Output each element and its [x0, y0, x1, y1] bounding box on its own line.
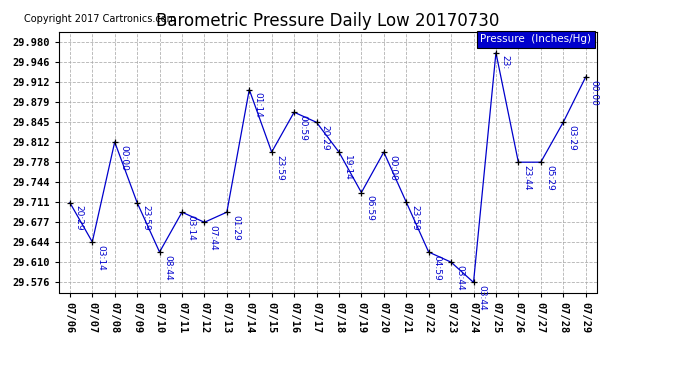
Text: 20:29: 20:29: [74, 206, 83, 231]
Text: Pressure  (Inches/Hg): Pressure (Inches/Hg): [480, 34, 591, 45]
Text: 00:00: 00:00: [590, 80, 599, 106]
Text: 23:59: 23:59: [276, 155, 285, 181]
Text: 03:29: 03:29: [567, 125, 576, 151]
Text: 03:14: 03:14: [97, 245, 106, 270]
Text: 23:44: 23:44: [522, 165, 531, 190]
Text: 06:59: 06:59: [366, 195, 375, 221]
Text: 00:00: 00:00: [119, 145, 128, 171]
Text: 03:44: 03:44: [455, 265, 464, 291]
Text: 23:59: 23:59: [141, 206, 150, 231]
Text: Copyright 2017 Cartronics.com: Copyright 2017 Cartronics.com: [23, 13, 176, 24]
Text: 08:44: 08:44: [164, 255, 172, 280]
Text: 00:59: 00:59: [298, 115, 307, 141]
Text: 19:14: 19:14: [343, 155, 352, 181]
Text: 03:14: 03:14: [186, 215, 195, 241]
Text: 05:29: 05:29: [545, 165, 554, 191]
Text: 23:59: 23:59: [411, 205, 420, 231]
Text: 03:44: 03:44: [477, 285, 486, 311]
Text: 01:14: 01:14: [253, 92, 262, 118]
Text: 00:00: 00:00: [388, 155, 397, 181]
Text: 07:44: 07:44: [208, 225, 217, 251]
Text: 01:29: 01:29: [231, 215, 240, 241]
Text: 04:59: 04:59: [433, 255, 442, 280]
Text: 23:: 23:: [500, 56, 509, 70]
Title: Barometric Pressure Daily Low 20170730: Barometric Pressure Daily Low 20170730: [156, 12, 500, 30]
Text: 20:29: 20:29: [321, 125, 330, 151]
